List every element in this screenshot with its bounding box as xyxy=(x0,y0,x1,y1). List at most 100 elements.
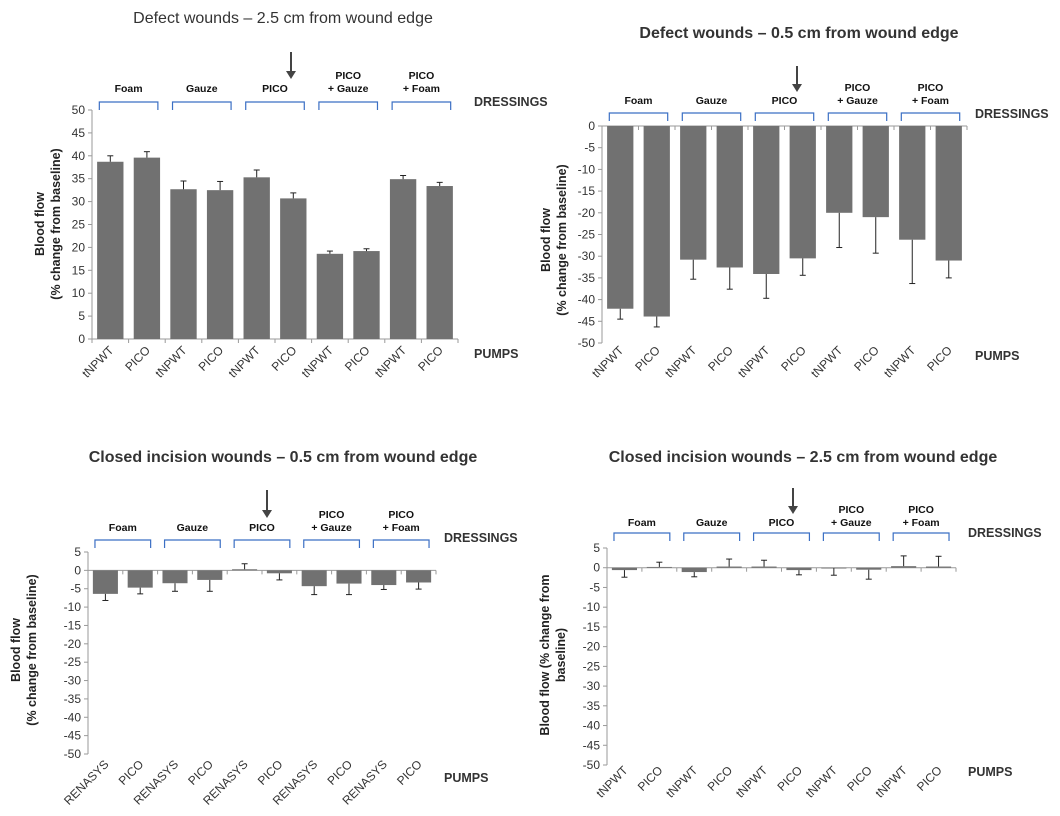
chart-closed-incision-0-5cm: Closed incision wounds – 0.5 cm from wou… xyxy=(9,449,518,808)
bar xyxy=(751,566,777,568)
dressings-label: DRESSINGS xyxy=(444,531,518,545)
dressing-label: PICO xyxy=(249,522,275,534)
dressing-label: Gauze xyxy=(696,95,728,107)
x-tick-label: tNPWT xyxy=(808,343,846,381)
x-tick-label: tNPWT xyxy=(803,763,841,801)
bar xyxy=(206,190,234,339)
dressing-bracket xyxy=(303,539,361,548)
bar xyxy=(646,566,672,568)
y-tick-label: -30 xyxy=(64,674,82,688)
y-tick-label: 15 xyxy=(72,263,86,277)
dressing-bracket xyxy=(681,112,742,121)
dressing-bracket xyxy=(318,101,379,110)
pumps-label: PUMPS xyxy=(968,765,1012,779)
y-tick-label: 30 xyxy=(72,195,86,209)
x-tick-label: tNPWT xyxy=(372,343,410,381)
arrow-head-icon xyxy=(286,71,296,79)
bar xyxy=(197,570,223,580)
x-tick-label: tNPWT xyxy=(881,343,919,381)
bar xyxy=(97,161,124,339)
dressing-label: Foam xyxy=(624,95,652,107)
y-tick-label: -40 xyxy=(583,719,601,733)
x-tick-label: tNPWT xyxy=(152,343,190,381)
arrow-head-icon xyxy=(262,510,272,518)
bar xyxy=(92,570,118,594)
chart-defect-2-5cm: Defect wounds – 2.5 cm from wound edge 0 5… xyxy=(33,10,548,380)
bar xyxy=(353,251,380,339)
y-tick-label: -30 xyxy=(583,679,601,693)
y-axis-label: (% change from baseline) xyxy=(555,164,569,315)
y-tick-label: -50 xyxy=(583,758,601,772)
y-tick-label: 0 xyxy=(74,563,81,577)
y-tick-label: -25 xyxy=(583,659,601,673)
dressing-bracket xyxy=(372,539,430,548)
dressing-label: + Gauze xyxy=(831,517,872,529)
y-tick-label: -10 xyxy=(64,600,82,614)
x-tick-label: PICO xyxy=(778,343,809,374)
dressing-label: PICO xyxy=(769,517,795,529)
bar xyxy=(891,566,917,568)
dressing-bracket xyxy=(233,539,291,548)
y-axis-label: Blood flow (% change from xyxy=(538,574,552,735)
dressing-label: PICO xyxy=(262,83,288,95)
pumps-label: PUMPS xyxy=(474,347,518,361)
bar xyxy=(316,253,344,339)
dressing-bracket xyxy=(245,101,305,110)
dressing-label: + Foam xyxy=(912,95,949,107)
bar xyxy=(716,126,743,268)
x-tick-label: PICO xyxy=(342,343,373,374)
dressing-label: Gauze xyxy=(177,522,209,534)
y-tick-label: 10 xyxy=(72,286,86,300)
bar xyxy=(280,198,307,339)
dressing-bracket xyxy=(683,532,741,541)
dressing-label: Gauze xyxy=(696,517,728,529)
y-tick-label: -20 xyxy=(583,640,601,654)
dressing-bracket xyxy=(752,532,811,541)
bar xyxy=(856,567,882,570)
bar xyxy=(611,567,638,571)
y-tick-label: -35 xyxy=(583,699,601,713)
y-tick-label: 5 xyxy=(78,309,85,323)
dressing-label: PICO xyxy=(319,509,345,521)
dressing-bracket xyxy=(892,532,950,541)
y-axis-label: (% change from baseline) xyxy=(25,574,39,725)
x-tick-label: PICO xyxy=(122,343,153,374)
bar xyxy=(162,570,188,584)
dressing-bracket xyxy=(171,101,232,110)
y-tick-label: -20 xyxy=(64,637,82,651)
bar xyxy=(899,126,926,240)
bar xyxy=(301,570,327,587)
bar xyxy=(643,126,670,317)
x-tick-label: PICO xyxy=(269,343,300,374)
chart-defect-0-5cm: Defect wounds – 0.5 cm from wound edge 0 -… xyxy=(539,25,1049,380)
dressing-label: Gauze xyxy=(186,83,218,95)
x-tick-label: PICO xyxy=(635,763,666,794)
dressing-bracket xyxy=(608,112,669,121)
bar xyxy=(607,126,634,309)
x-tick-label: tNPWT xyxy=(735,343,773,381)
dressings-label: DRESSINGS xyxy=(968,526,1042,540)
dressing-label: PICO xyxy=(838,504,864,516)
x-tick-label: tNPWT xyxy=(733,763,771,801)
bar xyxy=(266,570,292,574)
y-axis-label: Blood flow xyxy=(9,618,23,682)
dressing-bracket xyxy=(822,532,880,541)
y-tick-label: 5 xyxy=(593,541,600,555)
y-tick-label: -35 xyxy=(578,271,596,285)
x-tick-label: PICO xyxy=(924,343,955,374)
bar xyxy=(935,126,962,261)
dressing-label: PICO xyxy=(918,82,944,94)
dressing-label: + Gauze xyxy=(328,83,369,95)
dressing-label: PICO xyxy=(409,70,435,82)
x-tick-label: tNPWT xyxy=(226,343,264,381)
chart-title: Closed incision wounds – 0.5 cm from wou… xyxy=(89,449,478,466)
bar xyxy=(371,570,397,586)
bar xyxy=(232,569,258,571)
y-tick-label: -45 xyxy=(64,729,82,743)
y-tick-label: -40 xyxy=(578,293,596,307)
dressing-label: Foam xyxy=(628,517,656,529)
x-tick-label: PICO xyxy=(185,757,216,788)
y-tick-label: 0 xyxy=(588,119,595,133)
dressing-bracket xyxy=(900,112,961,121)
